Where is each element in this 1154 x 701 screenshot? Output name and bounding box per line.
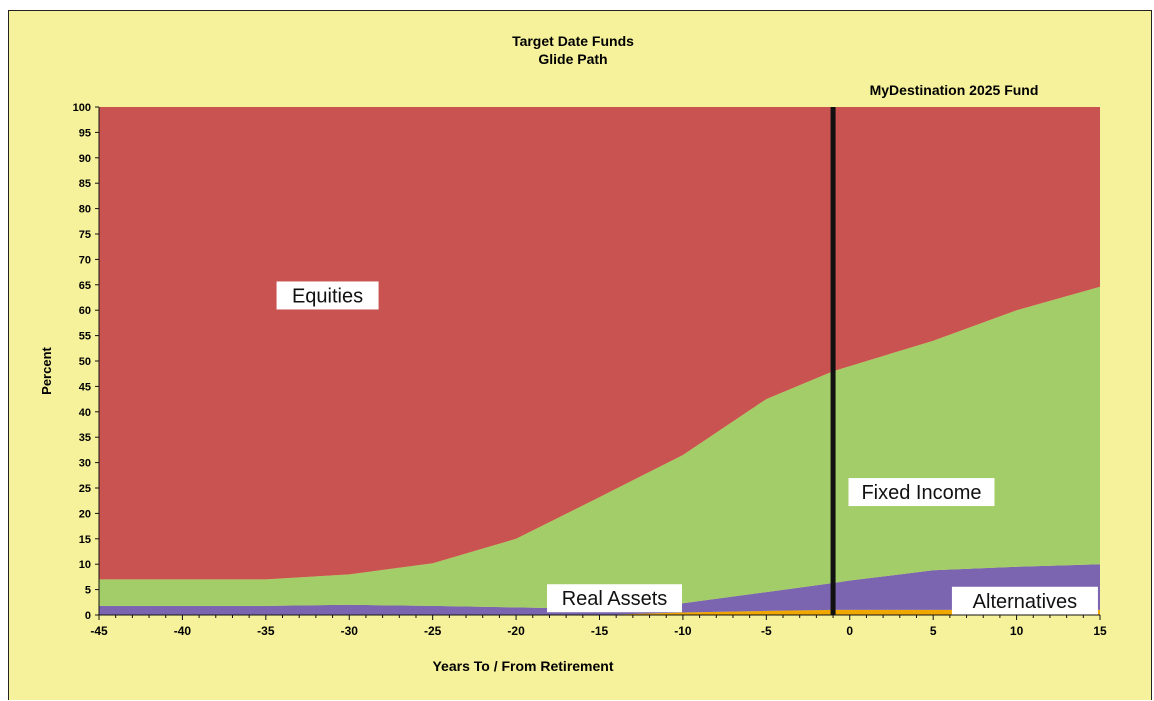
y-tick-label: 65 [79,280,91,292]
series-label-box [276,281,379,310]
series-label-real-assets: Real Assets [547,584,683,613]
y-tick-label: 55 [79,331,91,343]
y-tick-label: 40 [79,407,91,419]
series-label-box [848,478,995,507]
y-tick-label: 70 [79,254,91,266]
series-label-box [547,584,683,613]
series-label-alternatives: Alternatives [951,586,1098,615]
y-tick-label: 30 [79,458,91,470]
chart-area: Target Date Funds Glide Path MyDestinati… [8,10,1152,700]
y-axis-title: Percent [39,346,54,394]
y-tick-label: 95 [79,127,91,139]
y-tick-label: 10 [79,559,91,571]
x-tick-label: -40 [174,624,192,638]
x-tick-label: -15 [591,624,609,638]
x-tick-label: -25 [424,624,442,638]
x-tick-label: -10 [674,624,692,638]
area-layers [99,107,1100,615]
x-tick-label: 10 [1010,624,1024,638]
x-tick-label: -35 [257,624,275,638]
y-tick-label: 15 [79,534,91,546]
y-tick-label: 35 [79,432,91,444]
series-label-text: Alternatives [973,591,1078,613]
series-label-text: Real Assets [562,588,668,610]
y-tick-label: 5 [85,585,91,597]
area-real-assets [99,564,1100,615]
x-tick-label: -20 [507,624,525,638]
y-tick-label: 20 [79,508,91,520]
y-tick-label: 0 [85,610,91,622]
area-fixed-income [99,286,1100,609]
x-axis-title: Years To / From Retirement [432,658,613,674]
y-tick-label: 25 [79,483,91,495]
series-label-box [951,586,1098,615]
axes: 0510152025303540455055606570758085909510… [73,102,1107,638]
y-tick-label: 50 [79,356,91,368]
y-tick-label: 90 [79,153,91,165]
x-tick-label: 0 [846,624,853,638]
y-tick-label: 100 [73,102,91,114]
chart-svg: Target Date Funds Glide Path MyDestinati… [39,33,1107,674]
x-tick-label: -45 [90,624,108,638]
y-tick-label: 80 [79,204,91,216]
x-tick-label: 5 [930,624,937,638]
x-tick-label: -5 [761,624,772,638]
y-tick-label: 75 [79,229,91,241]
y-tick-label: 85 [79,178,91,190]
x-tick-label: 15 [1093,624,1107,638]
series-labels: Equities Fixed Income Real Assets Alternati… [276,281,1098,615]
fund-marker-label: MyDestination 2025 Fund [870,82,1039,98]
area-equities [99,107,1100,580]
series-label-text: Equities [292,285,363,307]
y-tick-label: 60 [79,305,91,317]
series-label-text: Fixed Income [861,482,981,504]
x-tick-label: -30 [341,624,359,638]
series-label-equities: Equities [276,281,379,310]
area-alternatives [99,609,1100,615]
chart-subtitle: Glide Path [538,51,607,67]
y-tick-label: 45 [79,381,91,393]
series-label-fixed-income: Fixed Income [848,478,995,507]
chart-title: Target Date Funds [512,33,634,49]
